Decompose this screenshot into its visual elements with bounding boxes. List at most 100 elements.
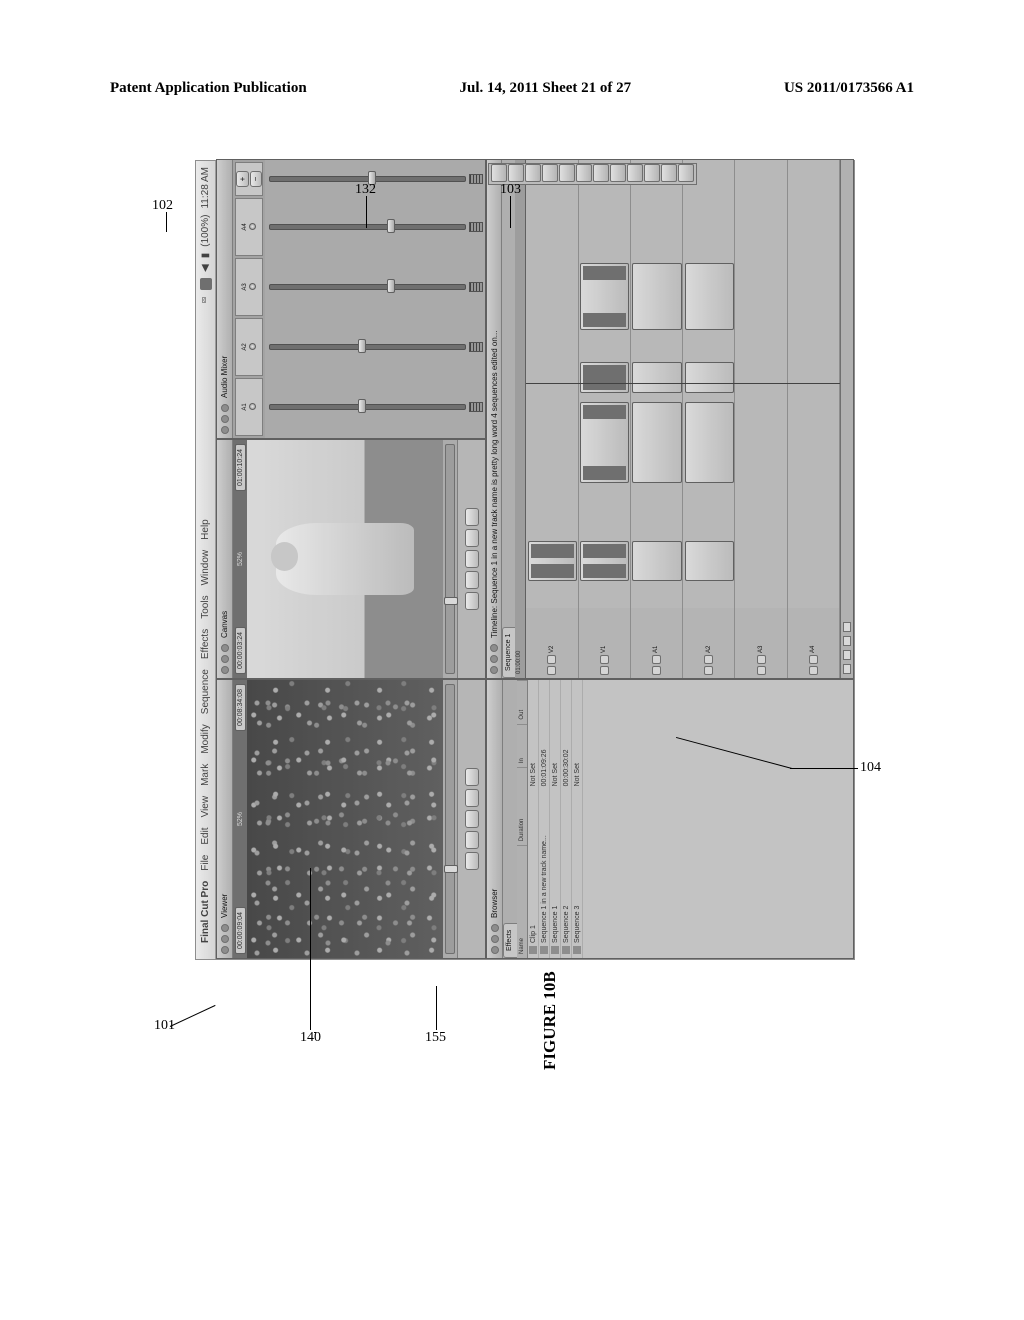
browser-row[interactable]: Clip 1Not Set xyxy=(528,680,539,958)
canvas-tc-left[interactable]: 00:00:03:24 xyxy=(235,627,246,674)
zoom-icon[interactable] xyxy=(491,924,499,932)
close-icon[interactable] xyxy=(490,666,498,674)
track-height-icon[interactable] xyxy=(843,622,851,632)
canvas-scrubber[interactable] xyxy=(445,444,455,674)
timeline-track-a3[interactable] xyxy=(735,160,787,608)
timeline-clip[interactable] xyxy=(685,362,734,393)
timeline-clip[interactable] xyxy=(580,402,629,483)
browser-row[interactable]: Sequence 200:00:30:02 xyxy=(561,680,572,958)
lock-toggle-icon[interactable] xyxy=(600,655,609,664)
target-toggle-icon[interactable] xyxy=(600,666,609,675)
play-in-to-out-icon[interactable] xyxy=(465,831,479,849)
slip-tool-icon[interactable] xyxy=(593,164,609,182)
snap-toggle-icon[interactable] xyxy=(843,664,851,674)
mixer-track-a4[interactable]: A4 xyxy=(235,198,263,256)
edit-select-tool-icon[interactable] xyxy=(508,164,524,182)
timeline-ruler[interactable]: 01:00:00 xyxy=(515,160,526,678)
play-around-icon[interactable] xyxy=(465,529,479,547)
fader-a1[interactable] xyxy=(269,404,466,410)
timeline-clip[interactable] xyxy=(580,263,629,330)
timeline-clip[interactable] xyxy=(685,402,734,483)
target-toggle-icon[interactable] xyxy=(652,666,661,675)
hand-tool-icon[interactable] xyxy=(644,164,660,182)
track-head-v1[interactable]: V1 xyxy=(579,608,631,678)
lock-toggle-icon[interactable] xyxy=(652,655,661,664)
pan-knob-icon[interactable] xyxy=(249,404,256,411)
timeline-tab[interactable]: Sequence 1 xyxy=(502,627,515,678)
zoom-tool-icon[interactable] xyxy=(627,164,643,182)
browser-row[interactable]: Sequence 1 in a new track name...00:01:0… xyxy=(539,680,550,958)
timeline-track-a4[interactable] xyxy=(788,160,840,608)
browser-titlebar[interactable]: Browser xyxy=(487,680,503,958)
close-icon[interactable] xyxy=(221,426,229,434)
play-in-to-out-icon[interactable] xyxy=(465,571,479,589)
close-icon[interactable] xyxy=(221,946,229,954)
menu-tools[interactable]: Tools xyxy=(200,595,211,618)
play-icon[interactable] xyxy=(465,810,479,828)
minimize-icon[interactable] xyxy=(221,415,229,423)
tracks-area[interactable] xyxy=(526,160,840,608)
timeline-titlebar[interactable]: Timeline: Sequence 1 in a new track name… xyxy=(487,160,502,678)
track-head-a1[interactable]: A1 xyxy=(631,608,683,678)
viewer-titlebar[interactable]: Viewer xyxy=(217,680,233,958)
menu-sequence[interactable]: Sequence xyxy=(200,669,211,714)
col-name[interactable]: Name xyxy=(517,845,527,958)
goto-out-icon[interactable] xyxy=(465,768,479,786)
timeline-clip[interactable] xyxy=(632,263,681,330)
pan-knob-icon[interactable] xyxy=(249,344,256,351)
minimize-icon[interactable] xyxy=(221,655,229,663)
timeline-clip[interactable] xyxy=(632,541,681,581)
target-toggle-icon[interactable] xyxy=(547,666,556,675)
play-around-icon[interactable] xyxy=(465,789,479,807)
zoom-icon[interactable] xyxy=(221,404,229,412)
play-icon[interactable] xyxy=(465,550,479,568)
mixer-track-a1[interactable]: A1 xyxy=(235,378,263,436)
viewer-scrubber[interactable] xyxy=(445,684,455,954)
lock-toggle-icon[interactable] xyxy=(704,655,713,664)
browser-row[interactable]: Sequence 3Not Set xyxy=(572,680,583,958)
canvas-video[interactable] xyxy=(247,440,443,678)
zoom-icon[interactable] xyxy=(490,644,498,652)
mixer-titlebar[interactable]: Audio Mixer xyxy=(217,160,233,438)
menu-window[interactable]: Window xyxy=(200,550,211,586)
fader-a4[interactable] xyxy=(269,224,466,230)
fader-a3[interactable] xyxy=(269,284,466,290)
timeline-clip[interactable] xyxy=(632,362,681,393)
app-menu[interactable]: Final Cut Pro xyxy=(200,881,211,943)
target-toggle-icon[interactable] xyxy=(757,666,766,675)
track-head-a2[interactable]: A2 xyxy=(683,608,735,678)
menu-file[interactable]: File xyxy=(200,855,211,871)
viewer-fit[interactable]: 52% xyxy=(237,812,244,826)
col-duration[interactable]: Duration xyxy=(517,767,527,845)
goto-in-icon[interactable] xyxy=(465,592,479,610)
group-select-tool-icon[interactable] xyxy=(525,164,541,182)
zoom-in-icon[interactable]: + xyxy=(236,171,249,187)
timeline-clip[interactable] xyxy=(580,541,629,581)
ripple-tool-icon[interactable] xyxy=(576,164,592,182)
zoom-icon[interactable] xyxy=(221,924,229,932)
playhead[interactable] xyxy=(526,383,840,384)
link-toggle-icon[interactable] xyxy=(843,650,851,660)
lock-toggle-icon[interactable] xyxy=(757,655,766,664)
zoom-icon[interactable] xyxy=(221,644,229,652)
zoom-out-icon[interactable]: − xyxy=(250,171,263,187)
menu-edit[interactable]: Edit xyxy=(200,827,211,844)
timeline-clip[interactable] xyxy=(632,402,681,483)
goto-out-icon[interactable] xyxy=(465,508,479,526)
canvas-tc-right[interactable]: 01:00:10:24 xyxy=(235,444,246,491)
fader-a2[interactable] xyxy=(269,344,466,350)
minimize-icon[interactable] xyxy=(491,935,499,943)
browser-tab-effects[interactable]: Effects xyxy=(503,923,517,958)
viewer-video[interactable] xyxy=(247,680,443,958)
menu-effects[interactable]: Effects xyxy=(200,629,211,659)
goto-in-icon[interactable] xyxy=(465,852,479,870)
timeline-clip[interactable] xyxy=(580,362,629,393)
menu-view[interactable]: View xyxy=(200,796,211,818)
mixer-track-a3[interactable]: A3 xyxy=(235,258,263,316)
wifi-icon[interactable]: ⮹ xyxy=(200,296,211,304)
track-head-a3[interactable]: A3 xyxy=(735,608,787,678)
crop-tool-icon[interactable] xyxy=(661,164,677,182)
lock-toggle-icon[interactable] xyxy=(547,655,556,664)
clip-overlay-icon[interactable] xyxy=(843,636,851,646)
lock-toggle-icon[interactable] xyxy=(809,655,818,664)
